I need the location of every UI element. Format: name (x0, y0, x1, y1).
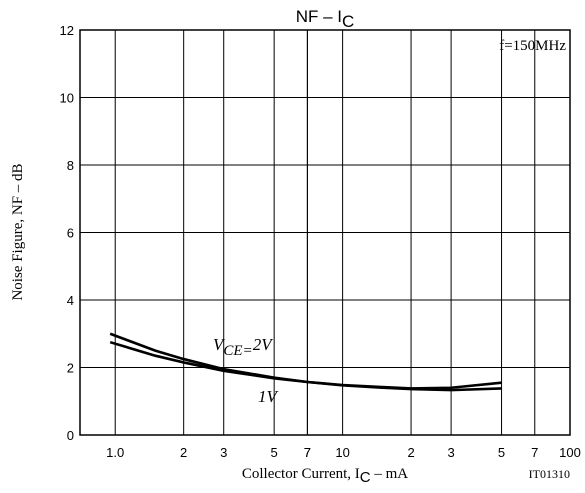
curve-label: VCE=2V (213, 335, 274, 359)
y-tick-label: 6 (67, 226, 74, 241)
y-axis-label: Noise Figure, NF – dB (10, 163, 26, 300)
label-series: 2V (253, 335, 275, 354)
x-tick-label: 3 (220, 445, 227, 460)
x-tick-label: 7 (531, 445, 538, 460)
x-tick-label: 5 (271, 445, 278, 460)
curve-label: 1V (258, 387, 280, 406)
y-tick-label: 12 (60, 23, 74, 38)
plot-frame (79, 29, 571, 436)
y-tick-label: 8 (67, 158, 74, 173)
x-label-unit: – mA (371, 466, 409, 482)
x-label-main: Collector Current, I (242, 466, 360, 482)
x-tick-label: 7 (304, 445, 311, 460)
y-tick-label: 2 (67, 361, 74, 376)
x-tick-label: 10 (335, 445, 349, 460)
label-sub: CE= (223, 343, 252, 359)
y-tick-label: 0 (67, 428, 74, 443)
x-tick-label: 100 (559, 445, 581, 460)
chart-title: NF – IC (296, 7, 355, 31)
title-main: NF – I (296, 7, 342, 26)
title-sub: C (342, 12, 354, 31)
x-tick-label: 2 (180, 445, 187, 460)
curve (109, 332, 502, 392)
x-axis-label: Collector Current, IC – mA (242, 466, 408, 486)
label-v: V (213, 335, 226, 354)
figure-id: IT01310 (529, 467, 570, 481)
y-tick-label: 10 (60, 91, 74, 106)
x-label-sub: C (360, 469, 371, 486)
x-tick-label: 7 (304, 445, 311, 460)
x-tick-label: 3 (447, 445, 454, 460)
frequency-note: f=150MHz (499, 38, 566, 54)
x-tick-label: 5 (498, 445, 505, 460)
y-tick-label: 4 (67, 293, 74, 308)
x-tick-label: 2 (407, 445, 414, 460)
x-tick-label: 1.0 (106, 445, 124, 460)
